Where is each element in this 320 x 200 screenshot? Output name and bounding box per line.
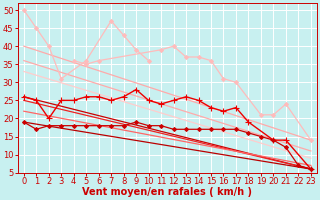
X-axis label: Vent moyen/en rafales ( km/h ): Vent moyen/en rafales ( km/h ) bbox=[82, 187, 252, 197]
